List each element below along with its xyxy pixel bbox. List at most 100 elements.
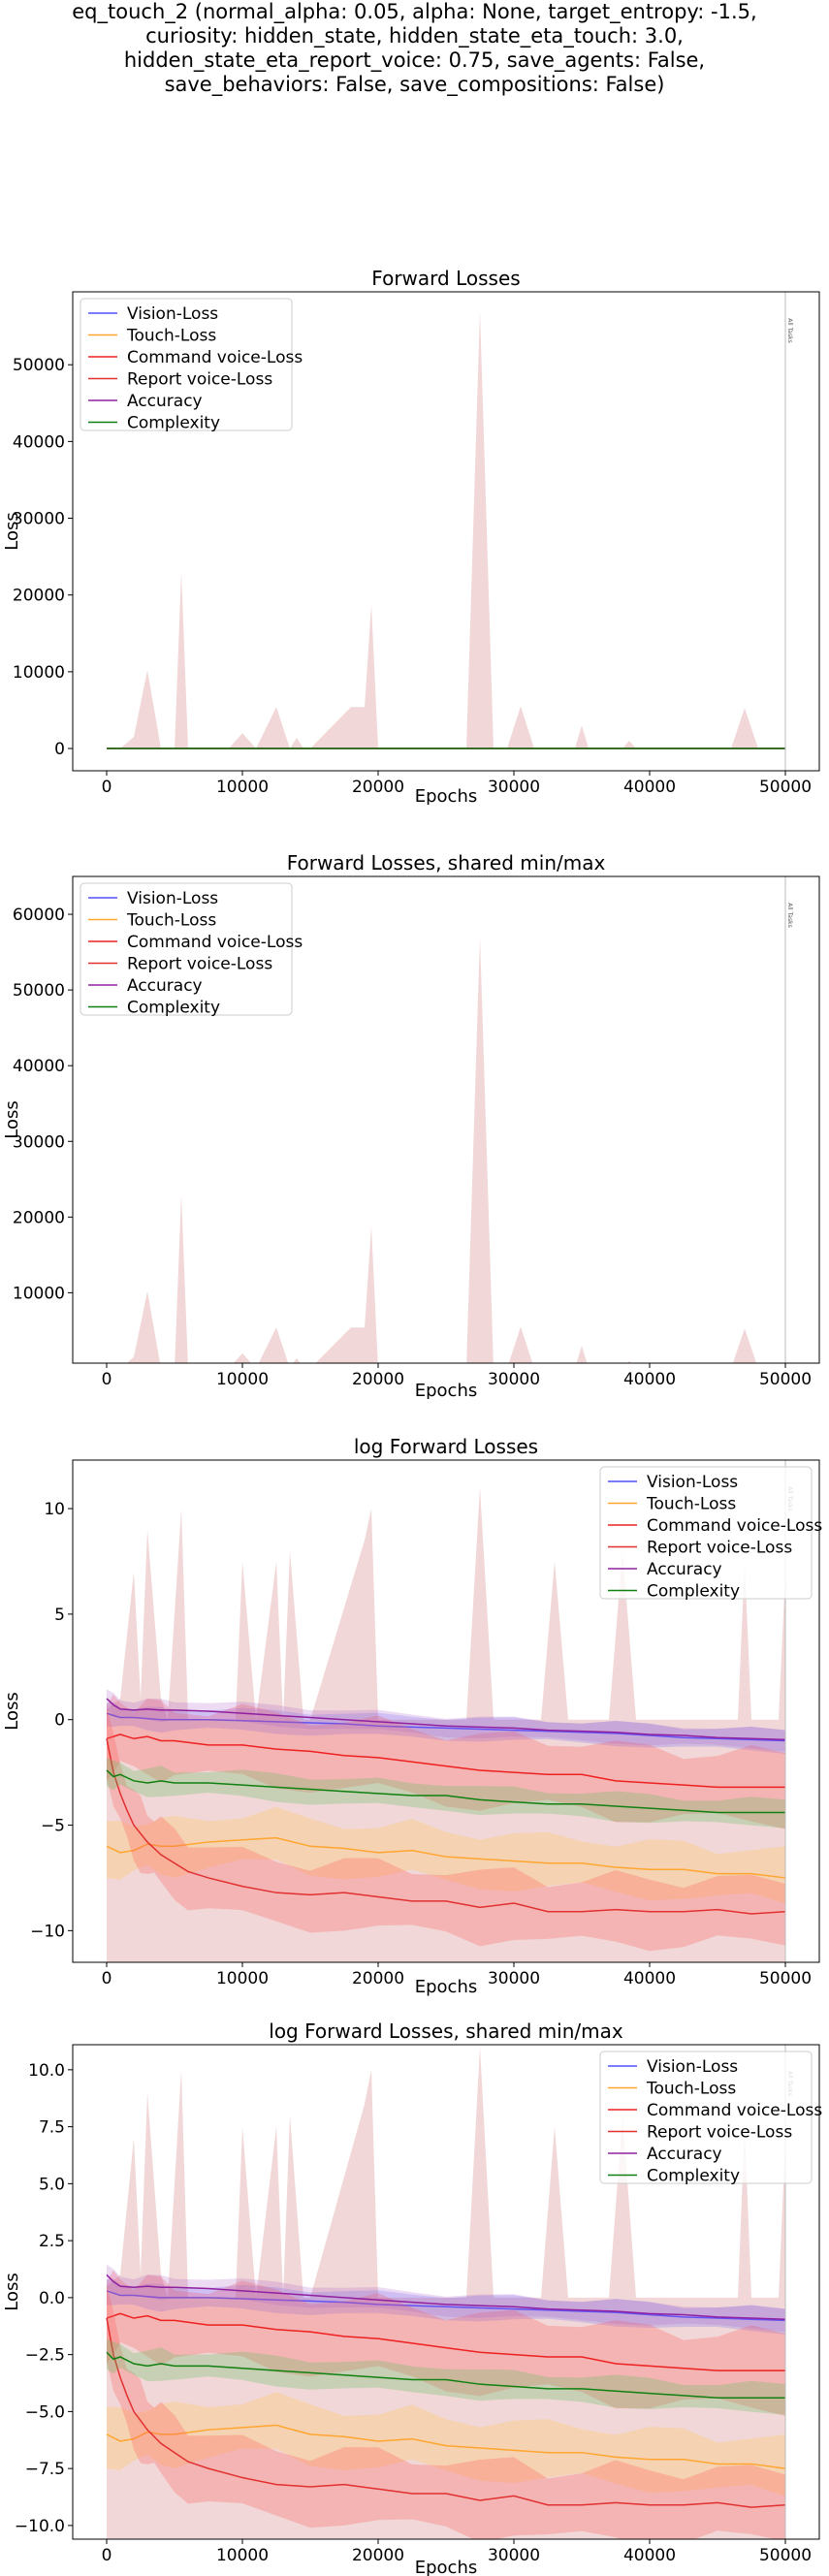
- series-band-report_voice: [107, 2283, 785, 2539]
- y-tick-label: 30000: [13, 1132, 65, 1152]
- x-tick-label: 50000: [759, 1370, 812, 1389]
- series-line-accuracy: [106, 2274, 786, 2320]
- y-tick-label: 5.0: [39, 2175, 65, 2194]
- x-axis-label: Epochs: [415, 2558, 478, 2576]
- y-tick-label: −10: [30, 1922, 65, 1941]
- plot-frame: [72, 1459, 820, 1963]
- chart-title: log Forward Losses, shared min/max: [269, 2019, 623, 2043]
- y-tick-label: 40000: [13, 1057, 65, 1076]
- y-tick-label: 40000: [13, 432, 65, 452]
- y-tick-label: 50000: [13, 981, 65, 1001]
- series-line-vision: [106, 2290, 786, 2322]
- y-tick-label: 10000: [13, 1284, 65, 1303]
- x-tick-label: 30000: [488, 1370, 540, 1389]
- chart-panel-log-forward-losses: All Tasks01000020000300004000050000−10−5…: [0, 1430, 829, 1997]
- chart-panel-forward-losses-shared: All Tasks 0 10000 20000 30000 40000 50000 10000…: [0, 846, 829, 1399]
- x-tick-label: 10000: [216, 1969, 269, 1988]
- spike-band: [107, 2047, 785, 2539]
- chart-forward-losses: All Tasks 0 10000 20000 30000 40000 50000 0 1000…: [2, 267, 820, 805]
- plot-area: [106, 2045, 786, 2539]
- legend-label-touch: Touch-Loss: [646, 2080, 736, 2099]
- series-line-command_voice: [106, 2312, 785, 2371]
- x-tick-label: 0: [102, 778, 112, 797]
- legend-label-complexity: Complexity: [127, 414, 220, 433]
- plot-frame: [72, 2044, 820, 2540]
- x-tick-label: 30000: [488, 2546, 540, 2565]
- x-tick-label: 0: [102, 1370, 112, 1389]
- y-axis-label: Loss: [2, 512, 22, 550]
- series-line-touch: [106, 2424, 786, 2469]
- x-tick-label: 30000: [488, 778, 540, 797]
- legend-label-command_voice: Command voice-Loss: [647, 1516, 822, 1536]
- legend-label-report_voice: Report voice-Loss: [127, 370, 272, 390]
- figure-suptitle: eq_touch_2 (normal_alpha: 0.05, alpha: N…: [0, 0, 829, 97]
- y-axis-label: Loss: [2, 1692, 22, 1730]
- legend-label-report_voice: Report voice-Loss: [127, 955, 272, 974]
- series-band-accuracy: [107, 1689, 785, 1752]
- series-line-command_voice: [106, 1733, 785, 1789]
- legend-label-command_voice: Command voice-Loss: [647, 2101, 822, 2120]
- plot-area: [106, 1460, 786, 1962]
- chart-title: log Forward Losses: [354, 1435, 538, 1458]
- x-tick-label: 20000: [352, 1370, 404, 1389]
- legend-label-vision: Vision-Loss: [647, 1473, 738, 1492]
- series-line-touch: [106, 1836, 786, 1879]
- series-band-accuracy: [107, 2264, 785, 2333]
- series-line-complexity: [106, 1769, 785, 1814]
- legend-label-touch: Touch-Loss: [126, 327, 216, 346]
- y-tick-label: 5: [54, 1606, 65, 1625]
- x-tick-label: 0: [102, 2546, 112, 2565]
- y-tick-label: 7.5: [39, 2118, 65, 2138]
- series-band-command_voice: [107, 2270, 785, 2416]
- y-tick-label: 10000: [13, 663, 65, 683]
- plot-area: [126, 876, 786, 1363]
- legend-label-accuracy: Accuracy: [647, 1560, 722, 1579]
- series-band-touch: [107, 1806, 785, 1904]
- y-tick-label: 20000: [13, 1208, 65, 1227]
- x-tick-label: 10000: [216, 2546, 269, 2565]
- series-line-accuracy: [106, 1698, 786, 1741]
- suptitle-line: curiosity: hidden_state, hidden_state_et…: [145, 24, 684, 48]
- legend-label-command_voice: Command voice-Loss: [127, 348, 303, 367]
- all-tasks-label: All Tasks: [786, 318, 793, 342]
- x-tick-label: 30000: [488, 1969, 540, 1988]
- legend-box: [599, 2051, 813, 2184]
- y-tick-label: 30000: [13, 510, 65, 529]
- x-tick-label: 50000: [759, 2546, 812, 2565]
- legend-label-accuracy: Accuracy: [127, 392, 203, 411]
- y-tick-label: 10: [44, 1500, 65, 1519]
- y-tick-label: 60000: [13, 906, 65, 925]
- y-tick-label: −5.0: [25, 2402, 65, 2422]
- x-axis-label: Epochs: [415, 1381, 478, 1399]
- x-tick-label: 0: [102, 1969, 112, 1988]
- y-tick-label: −7.5: [25, 2460, 65, 2479]
- y-axis-label: Loss: [2, 2273, 22, 2310]
- series-line-report_voice: [106, 2317, 786, 2508]
- series-line-vision: [106, 1712, 786, 1742]
- suptitle-line: save_behaviors: False, save_compositions…: [164, 73, 665, 96]
- x-tick-label: 20000: [352, 1969, 404, 1988]
- series-band-report_voice: [107, 1706, 785, 1952]
- y-tick-label: 50000: [13, 356, 65, 375]
- y-tick-label: −2.5: [25, 2346, 65, 2366]
- x-tick-label: 10000: [216, 778, 269, 797]
- series-band-command_voice: [107, 1694, 785, 1829]
- legend-box: [599, 1466, 813, 1600]
- x-tick-label: 40000: [623, 1969, 676, 1988]
- x-tick-label: 40000: [623, 1370, 676, 1389]
- legend-label-complexity: Complexity: [127, 999, 220, 1018]
- y-tick-label: 0: [54, 1711, 65, 1731]
- series-line-complexity: [106, 2351, 785, 2400]
- legend-label-vision: Vision-Loss: [647, 2057, 738, 2077]
- chart-title: Forward Losses, shared min/max: [287, 851, 606, 875]
- legend-box: [80, 882, 293, 1016]
- chart-log-forward-losses-shared: All Tasks01000020000300004000050000−10.0…: [2, 2019, 822, 2576]
- x-tick-label: 50000: [759, 778, 812, 797]
- y-tick-label: 0: [54, 740, 65, 759]
- x-tick-label: 40000: [623, 778, 676, 797]
- suptitle-line: hidden_state_eta_report_voice: 0.75, sav…: [123, 48, 706, 72]
- series-band-complexity: [107, 2338, 785, 2415]
- x-tick-label: 20000: [352, 778, 404, 797]
- plot-frame: [72, 875, 820, 1364]
- chart-title: Forward Losses: [371, 267, 520, 290]
